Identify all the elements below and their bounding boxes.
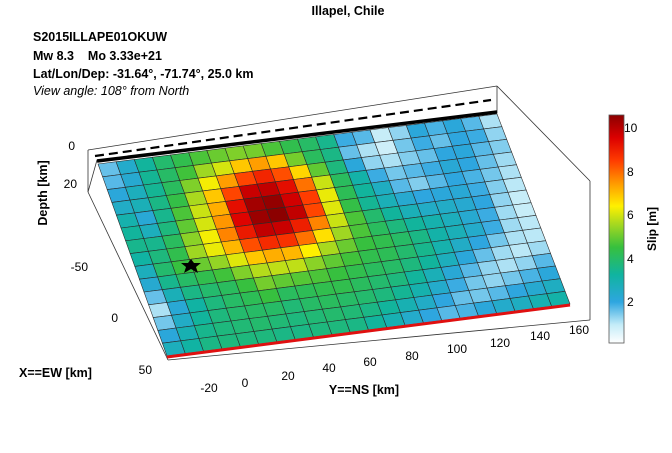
y-tick-label: -20 xyxy=(200,381,218,395)
chart-title: Illapel, Chile xyxy=(312,4,385,18)
trench-line xyxy=(166,303,571,359)
y-tick-label: 140 xyxy=(530,329,550,343)
y-tick-label: 120 xyxy=(490,336,510,350)
colorbar-label: Slip [m] xyxy=(645,207,659,251)
location: Lat/Lon/Dep: -31.64°, -71.74°, 25.0 km xyxy=(33,67,254,81)
colorbar-tick-label: 4 xyxy=(627,252,634,266)
z-axis: 0 20 Depth [km] xyxy=(36,139,77,226)
z-tick-label: 0 xyxy=(68,139,75,153)
slip-cell xyxy=(546,290,571,307)
magnitude-line: Mw 8.3 Mo 3.33e+21 xyxy=(33,49,162,63)
y-tick-label: 0 xyxy=(242,376,249,390)
x-axis-label: X==EW [km] xyxy=(19,366,92,380)
y-tick-label: 40 xyxy=(322,361,336,375)
y-tick-label: 160 xyxy=(569,323,589,337)
y-tick-label: 80 xyxy=(405,349,419,363)
z-tick-label: 20 xyxy=(64,177,78,191)
fault-top-dashed xyxy=(94,98,492,158)
event-id: S2015ILLAPE01OKUW xyxy=(33,30,168,44)
z-axis-label: Depth [km] xyxy=(36,160,50,225)
hypocenter-star xyxy=(181,259,201,273)
x-axis: -50 0 50 X==EW [km] xyxy=(19,260,152,380)
slip-patch-grid xyxy=(97,113,571,357)
y-tick-label: 20 xyxy=(281,369,295,383)
y-axis: -20 0 20 40 60 80 100 120 140 160 Y==NS … xyxy=(200,323,589,397)
y-tick-label: 60 xyxy=(363,355,377,369)
x-tick-label: 50 xyxy=(139,363,153,377)
fault-top-trace xyxy=(96,110,498,163)
colorbar-tick-label: 2 xyxy=(627,295,634,309)
magnitude: Mw 8.3 xyxy=(33,49,74,63)
colorbar-ticks: 2 4 6 8 10 Slip [m] xyxy=(624,121,659,309)
colorbar xyxy=(608,114,625,344)
moment: Mo 3.33e+21 xyxy=(87,49,162,63)
x-tick-label: -50 xyxy=(71,260,89,274)
colorbar-tick-label: 10 xyxy=(624,121,638,135)
colorbar-tick-label: 6 xyxy=(627,208,634,222)
colorbar-tick-label: 8 xyxy=(627,165,634,179)
axes-box xyxy=(87,85,591,361)
y-axis-label: Y==NS [km] xyxy=(329,383,399,397)
y-tick-label: 100 xyxy=(447,342,467,356)
x-tick-label: 0 xyxy=(111,311,118,325)
view-angle: View angle: 108° from North xyxy=(33,84,190,98)
